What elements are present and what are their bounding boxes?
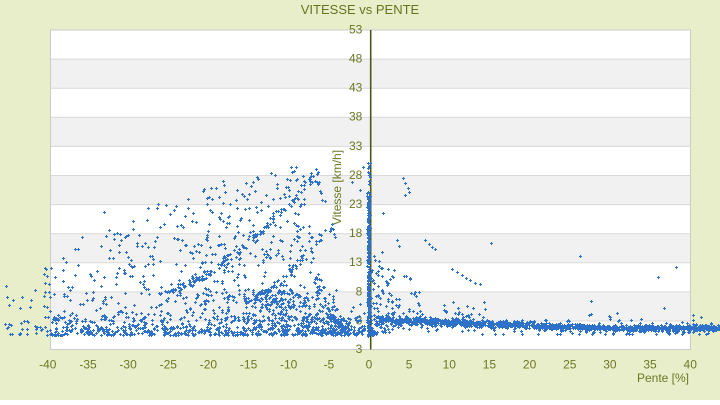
svg-text:-15: -15 [240,357,258,371]
svg-text:10: 10 [443,357,457,371]
svg-text:-35: -35 [79,357,97,371]
svg-text:15: 15 [483,357,497,371]
svg-text:48: 48 [349,52,363,66]
svg-text:18: 18 [349,226,363,240]
svg-text:Pente [%]: Pente [%] [637,371,689,385]
svg-text:0: 0 [366,357,373,371]
svg-text:-20: -20 [200,357,218,371]
svg-text:28: 28 [349,168,363,182]
svg-text:-30: -30 [119,357,137,371]
svg-text:VITESSE vs PENTE: VITESSE vs PENTE [301,2,420,17]
svg-text:40: 40 [684,357,698,371]
svg-text:20: 20 [523,357,537,371]
svg-text:23: 23 [349,197,363,211]
svg-text:-40: -40 [39,357,57,371]
svg-text:38: 38 [349,110,363,124]
svg-text:13: 13 [349,255,363,269]
svg-text:-5: -5 [324,357,335,371]
svg-text:-10: -10 [280,357,298,371]
svg-text:33: 33 [349,139,363,153]
svg-text:30: 30 [603,357,617,371]
svg-text:43: 43 [349,81,363,95]
svg-text:Vitesse [km/h]: Vitesse [km/h] [330,150,344,225]
svg-text:3: 3 [356,342,363,356]
svg-text:8: 8 [356,284,363,298]
svg-text:53: 53 [349,22,363,36]
svg-text:25: 25 [563,357,577,371]
svg-text:-25: -25 [160,357,178,371]
svg-text:5: 5 [406,357,413,371]
svg-text:35: 35 [643,357,657,371]
